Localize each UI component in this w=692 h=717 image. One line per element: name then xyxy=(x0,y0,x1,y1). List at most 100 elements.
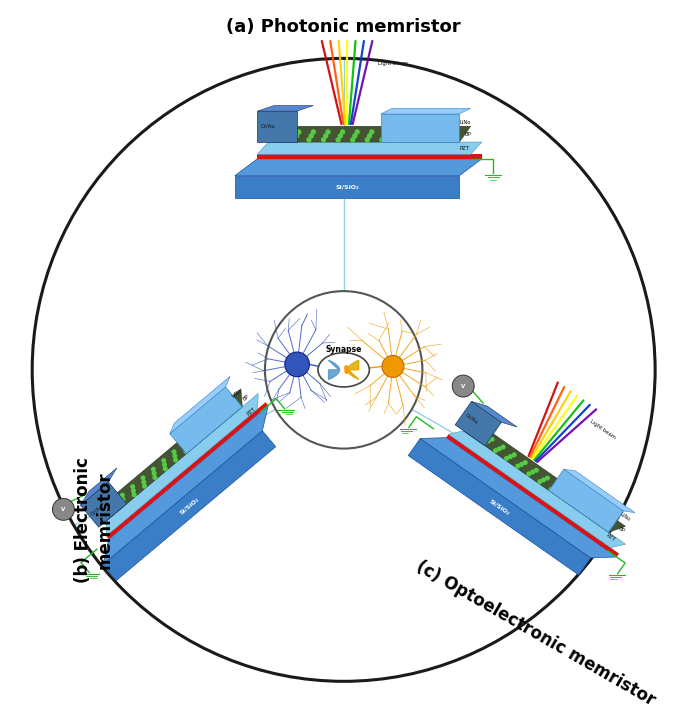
Circle shape xyxy=(453,375,474,397)
Circle shape xyxy=(549,488,553,491)
Circle shape xyxy=(194,437,197,440)
Circle shape xyxy=(512,453,516,457)
Circle shape xyxy=(504,457,509,460)
Circle shape xyxy=(111,506,114,510)
Text: (b) Electronic
memristor: (b) Electronic memristor xyxy=(75,457,113,584)
Circle shape xyxy=(382,356,404,377)
Text: Si/SiO₂: Si/SiO₂ xyxy=(489,498,511,516)
Circle shape xyxy=(172,450,176,454)
Polygon shape xyxy=(170,376,230,434)
Text: V: V xyxy=(461,384,465,389)
Circle shape xyxy=(183,441,186,445)
Polygon shape xyxy=(446,435,619,557)
Circle shape xyxy=(122,502,125,505)
Circle shape xyxy=(153,475,156,479)
Circle shape xyxy=(311,130,316,134)
Circle shape xyxy=(194,441,198,445)
Circle shape xyxy=(564,493,567,497)
Circle shape xyxy=(523,461,527,465)
Circle shape xyxy=(110,502,113,505)
Circle shape xyxy=(309,134,313,138)
Text: (c) Optoelectronic memristor: (c) Optoelectronic memristor xyxy=(412,557,658,709)
Circle shape xyxy=(367,134,372,138)
Circle shape xyxy=(131,485,134,488)
Circle shape xyxy=(193,432,197,436)
Text: Light beam: Light beam xyxy=(378,61,408,66)
Polygon shape xyxy=(455,402,502,446)
Text: Si/SiO₂: Si/SiO₂ xyxy=(335,184,359,189)
Circle shape xyxy=(490,437,494,441)
Polygon shape xyxy=(105,389,242,521)
Circle shape xyxy=(111,511,116,514)
Circle shape xyxy=(345,366,348,369)
Circle shape xyxy=(163,467,167,470)
Circle shape xyxy=(285,352,309,376)
Polygon shape xyxy=(103,405,268,564)
Circle shape xyxy=(493,449,498,452)
Polygon shape xyxy=(471,402,517,427)
Circle shape xyxy=(482,441,486,445)
Polygon shape xyxy=(329,360,340,379)
Polygon shape xyxy=(408,439,591,575)
Text: BP: BP xyxy=(242,394,250,402)
Polygon shape xyxy=(235,176,459,198)
Circle shape xyxy=(385,130,388,134)
Circle shape xyxy=(292,138,296,142)
Circle shape xyxy=(340,130,345,134)
Circle shape xyxy=(174,458,177,462)
Text: PZT: PZT xyxy=(459,146,469,151)
Polygon shape xyxy=(348,360,358,379)
Circle shape xyxy=(183,445,187,449)
Polygon shape xyxy=(103,431,275,581)
Text: PZT: PZT xyxy=(246,407,257,417)
Circle shape xyxy=(173,454,176,457)
Ellipse shape xyxy=(318,353,370,387)
Polygon shape xyxy=(80,468,117,505)
Polygon shape xyxy=(464,425,626,532)
Circle shape xyxy=(355,130,359,134)
Circle shape xyxy=(486,440,490,443)
Circle shape xyxy=(351,138,355,142)
Circle shape xyxy=(475,432,479,435)
Polygon shape xyxy=(80,482,127,527)
Circle shape xyxy=(534,468,538,472)
Polygon shape xyxy=(268,126,471,142)
Circle shape xyxy=(545,476,549,480)
Circle shape xyxy=(538,480,542,483)
Text: LiNo: LiNo xyxy=(230,387,242,399)
Circle shape xyxy=(516,465,520,468)
Circle shape xyxy=(542,478,545,482)
Circle shape xyxy=(282,130,286,134)
Circle shape xyxy=(365,138,370,142)
Polygon shape xyxy=(564,469,635,513)
Circle shape xyxy=(397,134,401,138)
Circle shape xyxy=(556,484,561,488)
Text: PZT: PZT xyxy=(605,533,616,542)
Circle shape xyxy=(324,134,328,138)
Text: LiNo: LiNo xyxy=(619,512,631,523)
Circle shape xyxy=(553,486,556,490)
Text: Light beam: Light beam xyxy=(588,419,616,440)
Circle shape xyxy=(345,367,349,370)
Circle shape xyxy=(345,369,349,372)
Circle shape xyxy=(141,476,145,480)
Polygon shape xyxy=(257,154,482,159)
Text: BP: BP xyxy=(617,526,626,533)
Circle shape xyxy=(501,445,505,449)
Polygon shape xyxy=(549,469,623,532)
Circle shape xyxy=(142,480,145,484)
Circle shape xyxy=(498,447,501,451)
Circle shape xyxy=(382,134,386,138)
Polygon shape xyxy=(420,437,617,558)
Text: Cr/Au: Cr/Au xyxy=(261,124,276,129)
Circle shape xyxy=(345,368,349,371)
Circle shape xyxy=(471,433,475,437)
Circle shape xyxy=(280,134,284,138)
Circle shape xyxy=(184,450,188,453)
Polygon shape xyxy=(106,402,268,539)
Polygon shape xyxy=(170,387,242,454)
Circle shape xyxy=(53,498,75,521)
Text: Si/SiO₂: Si/SiO₂ xyxy=(179,496,200,515)
Circle shape xyxy=(338,134,343,138)
Text: Cr/Au: Cr/Au xyxy=(464,413,480,425)
